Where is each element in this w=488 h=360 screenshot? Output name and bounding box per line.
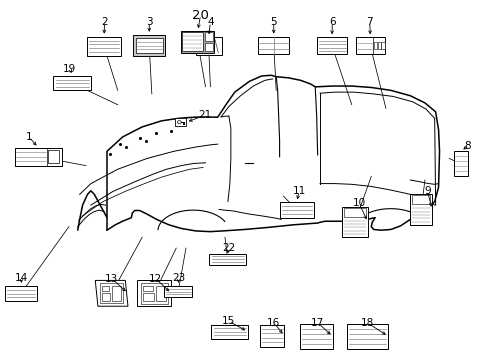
Bar xyxy=(260,324,284,347)
Bar xyxy=(411,195,429,204)
Bar xyxy=(15,148,61,166)
Bar xyxy=(143,293,153,301)
Bar xyxy=(299,324,332,348)
Bar xyxy=(373,42,376,49)
Bar xyxy=(195,37,221,55)
Bar xyxy=(53,76,91,90)
Bar xyxy=(316,37,346,54)
Bar xyxy=(381,42,384,49)
Bar xyxy=(143,286,153,291)
Text: 10: 10 xyxy=(352,198,365,208)
Text: 15: 15 xyxy=(222,316,235,326)
Bar xyxy=(156,286,165,301)
Text: 8: 8 xyxy=(464,141,470,151)
Bar xyxy=(112,286,121,301)
Text: 1: 1 xyxy=(25,132,32,142)
Text: 4: 4 xyxy=(206,17,213,27)
Text: 18: 18 xyxy=(360,318,373,328)
Bar xyxy=(355,37,384,54)
Bar xyxy=(141,283,167,303)
Bar xyxy=(87,37,121,56)
Bar xyxy=(137,280,171,306)
Text: 21: 21 xyxy=(198,111,211,121)
Bar xyxy=(346,324,387,348)
Bar xyxy=(377,42,380,49)
Text: 6: 6 xyxy=(328,17,335,27)
Polygon shape xyxy=(95,280,128,306)
Bar xyxy=(279,202,313,218)
Bar xyxy=(102,293,110,301)
Text: 19: 19 xyxy=(63,64,77,74)
Bar xyxy=(205,32,212,41)
Bar xyxy=(341,207,367,237)
Bar xyxy=(258,37,289,54)
Bar xyxy=(453,151,467,176)
Bar xyxy=(344,207,365,217)
Bar xyxy=(205,43,212,51)
Bar xyxy=(100,283,123,303)
Text: 3: 3 xyxy=(146,17,152,27)
Bar xyxy=(409,194,431,225)
Text: 14: 14 xyxy=(15,273,28,283)
Text: 16: 16 xyxy=(266,318,280,328)
Bar xyxy=(102,286,109,291)
Bar xyxy=(175,118,185,126)
Text: 5: 5 xyxy=(270,17,277,27)
Text: 17: 17 xyxy=(310,318,324,328)
Bar xyxy=(48,150,60,163)
Text: 22: 22 xyxy=(222,243,235,253)
Bar xyxy=(181,31,214,53)
Text: 2: 2 xyxy=(101,17,108,27)
Bar xyxy=(209,253,245,265)
Bar xyxy=(133,35,164,56)
Bar xyxy=(135,38,163,53)
Bar xyxy=(163,286,192,297)
Text: 13: 13 xyxy=(105,274,118,284)
Text: 9: 9 xyxy=(423,186,430,196)
Text: 11: 11 xyxy=(292,186,305,197)
Bar xyxy=(182,32,203,51)
Bar xyxy=(211,325,247,338)
Text: 7: 7 xyxy=(366,17,372,27)
Text: 12: 12 xyxy=(149,274,162,284)
Text: 23: 23 xyxy=(172,273,185,283)
Text: 20: 20 xyxy=(192,9,209,22)
Bar xyxy=(4,286,37,301)
